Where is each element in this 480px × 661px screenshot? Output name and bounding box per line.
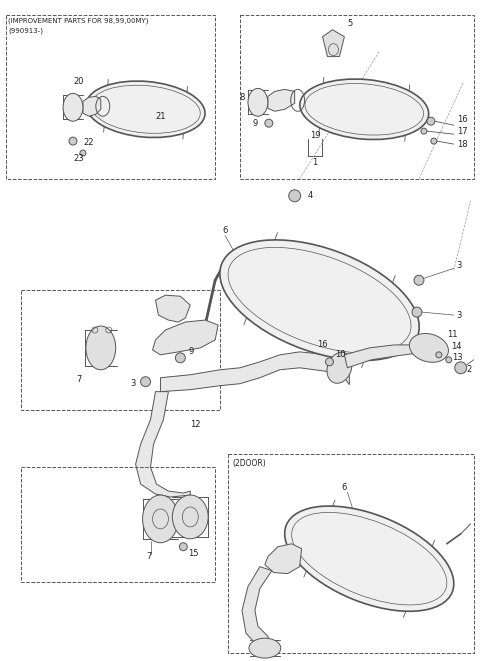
Ellipse shape <box>220 240 419 360</box>
Text: 3: 3 <box>131 379 136 388</box>
Text: 4: 4 <box>308 191 313 200</box>
Ellipse shape <box>285 506 454 611</box>
Bar <box>21 290 220 410</box>
Text: 12: 12 <box>190 420 201 429</box>
Polygon shape <box>344 345 419 368</box>
Polygon shape <box>156 295 190 322</box>
Polygon shape <box>242 566 272 650</box>
Text: 10: 10 <box>336 350 346 360</box>
Circle shape <box>325 358 334 366</box>
Bar <box>240 15 474 179</box>
Ellipse shape <box>86 81 205 137</box>
Circle shape <box>427 117 435 125</box>
Text: 7: 7 <box>76 375 82 384</box>
Polygon shape <box>153 320 218 355</box>
Text: 7: 7 <box>146 552 151 561</box>
Text: 19: 19 <box>310 131 320 139</box>
Circle shape <box>265 119 273 127</box>
Text: 17: 17 <box>457 127 468 136</box>
Text: 16: 16 <box>317 340 327 350</box>
Circle shape <box>175 353 185 363</box>
Text: (2DOOR): (2DOOR) <box>232 459 266 468</box>
Bar <box>6 15 215 179</box>
Polygon shape <box>160 352 349 392</box>
Ellipse shape <box>86 326 116 369</box>
Text: 21: 21 <box>155 112 166 121</box>
Circle shape <box>431 138 437 144</box>
Circle shape <box>141 377 151 387</box>
Bar <box>21 467 215 582</box>
Text: 3: 3 <box>457 261 462 270</box>
Bar <box>228 454 474 653</box>
Text: 6: 6 <box>222 226 228 235</box>
Text: 13: 13 <box>452 354 462 362</box>
Text: 11: 11 <box>447 330 457 340</box>
Ellipse shape <box>172 495 208 539</box>
Text: (IMPROVEMENT PARTS FOR 98,99,00MY): (IMPROVEMENT PARTS FOR 98,99,00MY) <box>8 18 149 24</box>
Polygon shape <box>268 89 295 111</box>
Circle shape <box>288 190 300 202</box>
Circle shape <box>421 128 427 134</box>
Text: 5: 5 <box>348 19 353 28</box>
Circle shape <box>446 357 452 363</box>
Circle shape <box>455 362 467 373</box>
Polygon shape <box>83 97 101 116</box>
Circle shape <box>69 137 77 145</box>
Circle shape <box>180 543 187 551</box>
Polygon shape <box>323 30 344 57</box>
Circle shape <box>80 150 86 156</box>
Polygon shape <box>136 392 190 497</box>
Text: 9: 9 <box>188 348 193 356</box>
Text: 20: 20 <box>74 77 84 86</box>
Text: 18: 18 <box>457 139 468 149</box>
Circle shape <box>412 307 422 317</box>
Ellipse shape <box>409 334 448 362</box>
Ellipse shape <box>63 93 83 121</box>
Circle shape <box>414 276 424 286</box>
Polygon shape <box>265 544 301 574</box>
Text: 22: 22 <box>83 137 94 147</box>
Ellipse shape <box>143 495 179 543</box>
Text: 8: 8 <box>240 93 245 102</box>
Circle shape <box>436 352 442 358</box>
Ellipse shape <box>249 639 281 658</box>
Text: 3: 3 <box>457 311 462 319</box>
Text: 9: 9 <box>252 119 258 128</box>
Text: 15: 15 <box>188 549 199 558</box>
Ellipse shape <box>327 352 352 383</box>
Ellipse shape <box>300 79 429 139</box>
Text: 23: 23 <box>73 153 84 163</box>
Text: 2: 2 <box>467 366 472 374</box>
Text: 16: 16 <box>457 115 468 124</box>
Text: 14: 14 <box>451 342 461 352</box>
Ellipse shape <box>248 89 268 116</box>
Text: 6: 6 <box>342 483 347 492</box>
Text: 1: 1 <box>312 159 317 167</box>
Text: (990913-): (990913-) <box>8 28 43 34</box>
